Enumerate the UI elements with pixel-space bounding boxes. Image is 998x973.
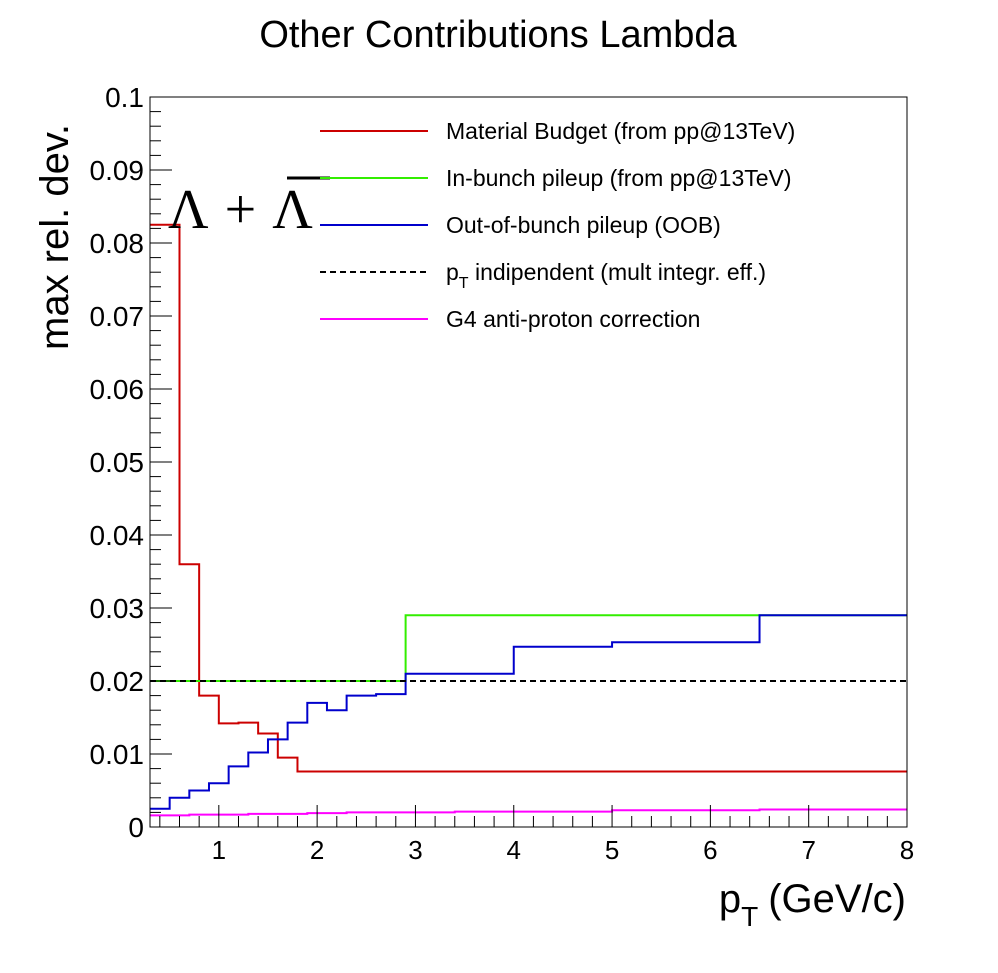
y-tick-label: 0.09 bbox=[90, 155, 145, 186]
legend-label-1: In-bunch pileup (from pp@13TeV) bbox=[446, 165, 792, 191]
legend-label-3: pT indipendent (mult integr. eff.) bbox=[446, 259, 766, 292]
x-tick-label: 2 bbox=[310, 835, 324, 865]
y-tick-label: 0.1 bbox=[105, 82, 144, 113]
svg-text:Λ+Λ: Λ + Λ bbox=[168, 179, 313, 241]
y-tick-label: 0.03 bbox=[90, 593, 145, 624]
plot-frame bbox=[149, 96, 908, 828]
y-tick-label: 0.05 bbox=[90, 447, 145, 478]
series-line-0 bbox=[150, 223, 907, 773]
axis-tick-labels: 1 2 3 4 5 6 7 8 0 0.01 0.02 0.03 0.04 0.05 0.06 0.07 0.0… bbox=[90, 82, 915, 865]
annotation-plus: + bbox=[225, 179, 257, 241]
x-tick-label: 4 bbox=[507, 835, 521, 865]
x-tick-label: 8 bbox=[900, 835, 914, 865]
series-line-1 bbox=[150, 614, 907, 682]
y-tick-label: 0.01 bbox=[90, 739, 145, 770]
legend: Material Budget (from pp@13TeV) In-bunch … bbox=[320, 118, 795, 332]
x-axis-label-symbol: p bbox=[719, 877, 741, 921]
y-tick-label: 0.08 bbox=[90, 228, 145, 259]
particle-annotation: Λ + Λ bbox=[168, 176, 330, 241]
y-tick-label: 0.02 bbox=[90, 666, 145, 697]
y-tick-label: 0 bbox=[128, 812, 144, 843]
legend-label-2: Out-of-bunch pileup (OOB) bbox=[446, 212, 721, 238]
series-line-2 bbox=[150, 614, 907, 810]
annotation-lambda: Λ bbox=[168, 179, 209, 241]
legend-label-0: Material Budget (from pp@13TeV) bbox=[446, 118, 795, 144]
x-tick-label: 1 bbox=[212, 835, 226, 865]
y-tick-label: 0.04 bbox=[90, 520, 145, 551]
x-axis-label: pT (GeV/c) bbox=[719, 877, 906, 932]
x-tick-label: 3 bbox=[408, 835, 422, 865]
axis-ticks bbox=[150, 96, 908, 828]
x-axis-label-unit: (GeV/c) bbox=[768, 877, 906, 921]
y-tick-label: 0.06 bbox=[90, 374, 145, 405]
series-line-4 bbox=[150, 808, 907, 817]
x-tick-label: 5 bbox=[605, 835, 619, 865]
chart-title: Other Contributions Lambda bbox=[259, 14, 737, 56]
x-tick-label: 6 bbox=[703, 835, 717, 865]
x-axis-label-subscript: T bbox=[741, 901, 758, 932]
x-tick-label: 7 bbox=[801, 835, 815, 865]
y-tick-label: 0.07 bbox=[90, 301, 145, 332]
y-axis-label: max rel. dev. bbox=[33, 124, 77, 350]
annotation-antilambda: Λ bbox=[272, 179, 313, 241]
legend-label-4: G4 anti-proton correction bbox=[446, 306, 700, 332]
